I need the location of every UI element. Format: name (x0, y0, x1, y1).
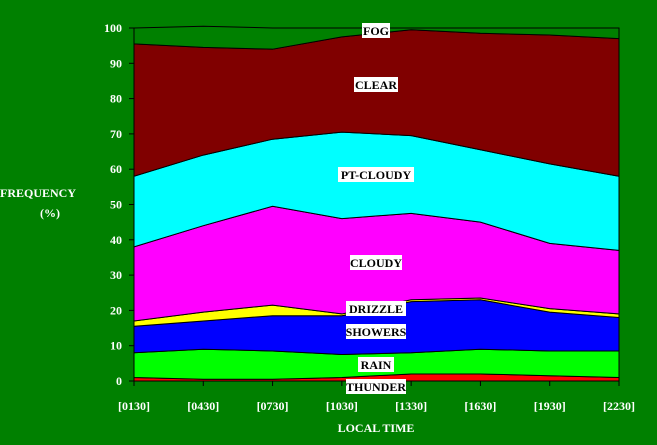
y-tick-label: 10 (110, 339, 122, 353)
series-label-bg (358, 357, 394, 372)
y-tick-label: 100 (104, 21, 122, 35)
x-axis-title: LOCAL TIME (338, 421, 415, 435)
series-label-bg (362, 23, 390, 38)
series-label-clear: CLEAR (354, 77, 398, 92)
series-label-bg (346, 324, 406, 339)
series-label-text: THUNDER (346, 380, 406, 394)
series-label-text: PT-CLOUDY (341, 168, 412, 182)
y-tick-label: 80 (110, 92, 122, 106)
series-label-rain: RAIN (358, 357, 394, 372)
x-tick-label: [0730] (257, 399, 289, 413)
y-tick-label: 90 (110, 56, 122, 70)
series-label-pt-cloudy: PT-CLOUDY (338, 167, 414, 182)
series-labels-layer: THUNDER RAIN SHOWERS DRIZZLE CLOUDY PT-CLOUDY… (338, 23, 414, 394)
series-label-text: RAIN (361, 358, 392, 372)
series-label-text: FOG (363, 24, 389, 38)
y-tick-label: 20 (110, 303, 122, 317)
series-label-drizzle: DRIZZLE (346, 301, 406, 316)
y-tick-label: 70 (110, 127, 122, 141)
series-label-text: DRIZZLE (349, 302, 403, 316)
series-label-thunder: THUNDER (346, 379, 406, 394)
series-label-text: SHOWERS (346, 325, 407, 339)
x-tick-label: [2230] (603, 399, 635, 413)
x-tick-label: [0430] (187, 399, 219, 413)
y-tick-label: 50 (110, 198, 122, 212)
series-label-text: CLEAR (355, 78, 397, 92)
x-tick-label: [1630] (464, 399, 496, 413)
series-label-bg (346, 379, 406, 394)
y-axis-title-line2: (%) (40, 206, 60, 220)
y-tick-label: 60 (110, 162, 122, 176)
series-label-fog: FOG (362, 23, 390, 38)
area-fog (133, 25, 620, 50)
series-label-bg (346, 301, 406, 316)
series-label-bg (354, 77, 398, 92)
series-label-text: CLOUDY (350, 256, 402, 270)
series-label-bg (338, 167, 414, 182)
x-tick-label: [1330] (395, 399, 427, 413)
x-tick-label: [0130] (118, 399, 150, 413)
y-tick-label: 40 (110, 233, 122, 247)
y-tick-label: 0 (116, 374, 122, 388)
y-axis-title-line1: FREQUENCY (0, 186, 76, 200)
y-tick-label: 30 (110, 268, 122, 282)
x-tick-label: [1030] (326, 399, 358, 413)
series-label-showers: SHOWERS (346, 324, 407, 339)
x-tick-label: [1930] (534, 399, 566, 413)
series-label-bg (350, 255, 402, 270)
series-label-cloudy: CLOUDY (350, 255, 402, 270)
axes-layer: 0 10 20 30 40 50 60 70 80 90 100 [0130] [0430] [0730]… (104, 21, 635, 413)
